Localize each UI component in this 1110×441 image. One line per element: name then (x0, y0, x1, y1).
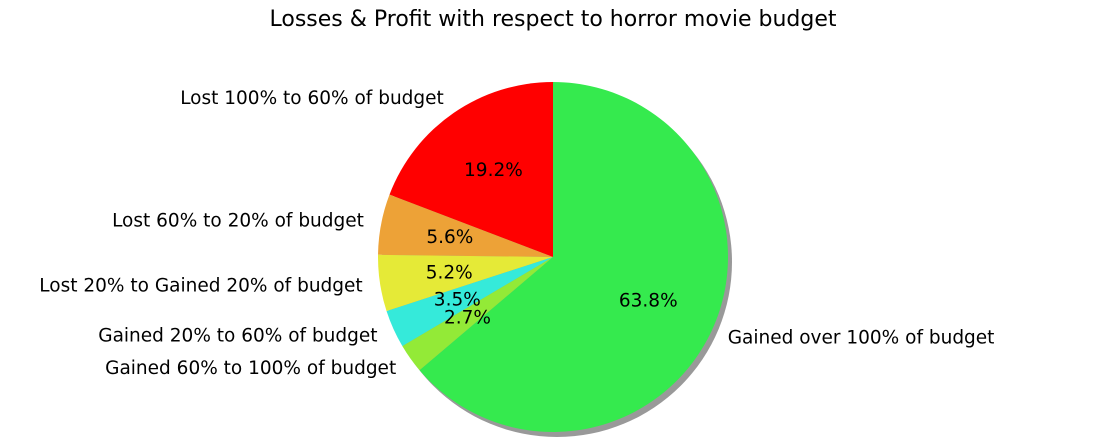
pie-category-label-5: Gained over 100% of budget (728, 327, 995, 348)
pie-slice-3 (386, 257, 553, 347)
pie-category-label-3: Gained 20% to 60% of budget (98, 326, 377, 347)
pie-slice-1 (378, 194, 553, 257)
pie-pct-label-1: 5.6% (426, 227, 473, 248)
pie-slice-2 (378, 254, 553, 312)
pie-pct-label-4: 2.7% (444, 307, 491, 328)
pie-pct-label-2: 5.2% (426, 262, 473, 283)
pie-labels: 19.2% Lost 100% to 60% of budget 5.6% Lost … (39, 88, 994, 379)
pie-pct-label-5: 63.8% (619, 291, 678, 312)
pie-slices (378, 82, 728, 432)
chart-title: Losses & Profit with respect to horror m… (270, 7, 837, 32)
pie-slice-0 (389, 82, 553, 257)
pie-category-label-0: Lost 100% to 60% of budget (180, 88, 444, 109)
pie-pct-label-0: 19.2% (464, 160, 523, 181)
pie-pct-label-3: 3.5% (434, 290, 481, 311)
pie-category-label-2: Lost 20% to Gained 20% of budget (39, 275, 362, 296)
pie-slice-5 (419, 82, 728, 432)
pie-category-label-1: Lost 60% to 20% of budget (112, 210, 364, 231)
pie-category-label-4: Gained 60% to 100% of budget (105, 358, 396, 379)
pie-slice-4 (402, 257, 553, 371)
